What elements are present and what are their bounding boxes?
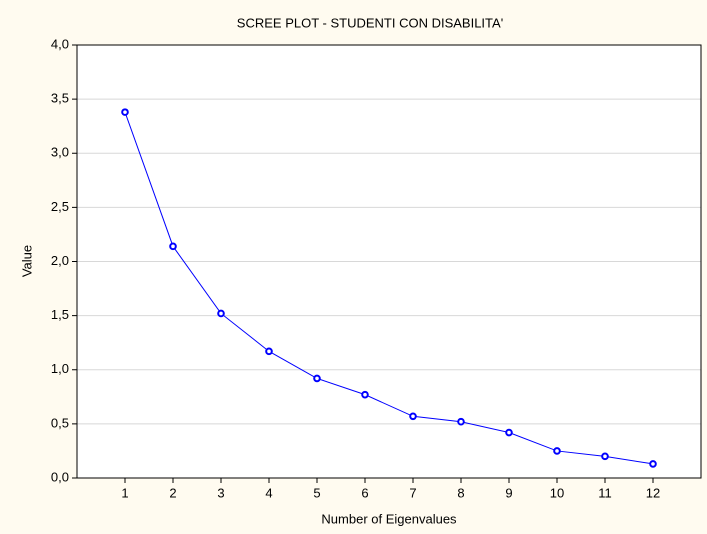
point: [457, 417, 465, 426]
x-tick-label: 2: [169, 485, 176, 500]
y-tick-label: 3,0: [51, 145, 69, 160]
point: [649, 460, 657, 468]
x-tick-label: 6: [361, 485, 368, 500]
x-tick-label: 4: [265, 485, 272, 500]
x-tick-label: 8: [457, 485, 464, 500]
y-tick-label: 2,5: [51, 199, 69, 214]
plot-frame: [76, 44, 702, 479]
y-axis-label: Value: [19, 245, 34, 277]
point: [601, 452, 609, 461]
point: [313, 374, 321, 383]
y-tick-label: 0,5: [51, 415, 69, 430]
x-tick-label: 3: [217, 485, 224, 500]
point: [409, 412, 417, 421]
x-tick-label: 1: [121, 485, 128, 500]
x-tick-label: 10: [550, 485, 564, 500]
point: [265, 347, 273, 356]
series-line: [124, 111, 654, 465]
x-tick-label: 12: [646, 485, 660, 500]
y-tick-label: 4,0: [51, 36, 69, 51]
x-tick-label: 11: [598, 485, 612, 500]
point: [505, 428, 513, 437]
x-tick-label: 7: [409, 485, 416, 500]
x-tick-label: 5: [313, 485, 320, 500]
y-tick-label: 2,0: [51, 253, 69, 268]
point: [553, 447, 561, 455]
y-tick-label: 1,5: [51, 307, 69, 322]
y-tick-label: 1,0: [51, 361, 69, 376]
point: [121, 108, 129, 116]
chart-title: SCREE PLOT - STUDENTI CON DISABILITA': [237, 15, 503, 30]
point: [217, 309, 225, 318]
y-tick-label: 3,5: [51, 91, 69, 106]
point: [169, 242, 177, 251]
x-tick-label: 9: [505, 485, 512, 500]
y-tick-label: 0,0: [51, 469, 69, 484]
point: [361, 390, 369, 399]
x-axis-label: Number of Eigenvalues: [321, 511, 457, 526]
